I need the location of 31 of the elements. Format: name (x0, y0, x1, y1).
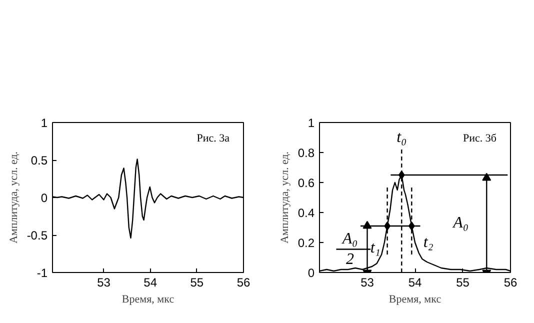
y-tick-label: 0.2 (298, 236, 315, 250)
y-tick-label: 0 (40, 191, 48, 205)
x-tick-label: 53 (360, 276, 374, 290)
y-axis-title: Амплитуда, усл. ед. (8, 151, 20, 244)
x-tick-label: 55 (456, 276, 470, 290)
x-tick-label: 56 (504, 276, 518, 290)
annotation: 2 (346, 250, 354, 268)
annotation: t₂ (423, 234, 434, 251)
y-tick-label: 0.6 (298, 176, 315, 190)
annotation: Рис. 3б (463, 132, 497, 144)
y-tick-label: 1 (308, 116, 315, 130)
x-tick-label: 53 (97, 276, 111, 290)
annotation: t₀ (396, 129, 407, 146)
x-tick-label: 54 (144, 276, 158, 290)
x-tick-label: 56 (236, 276, 250, 290)
y-tick-label: 0.8 (298, 146, 315, 160)
y-tick-label: 0 (308, 266, 315, 280)
annotation: Рис. 3а (196, 132, 230, 144)
x-axis-title: Время, мкс (388, 294, 442, 306)
x-tick-label: 55 (190, 276, 204, 290)
x-tick-label: 54 (408, 276, 422, 290)
annotation: A₀ (341, 230, 358, 248)
y-axis-title: Амплитуда, усл. ед. (278, 151, 291, 244)
y-tick-label: 1 (40, 116, 48, 130)
y-tick-label: 0.4 (298, 206, 315, 220)
x-axis-title: Время, мкс (122, 294, 174, 306)
annotation: t₁ (370, 239, 380, 256)
annotation: A₀ (452, 214, 469, 232)
y-tick-label: -1 (36, 266, 48, 280)
y-tick-label: -0.5 (26, 228, 48, 242)
y-tick-label: 0.5 (30, 154, 48, 168)
